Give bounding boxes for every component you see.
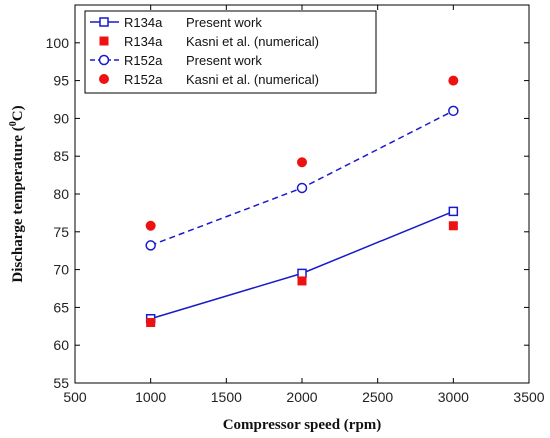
y-axis-title-main: Discharge temperature ( xyxy=(10,126,26,282)
y-tick-label: 95 xyxy=(53,73,69,89)
legend-label: R134a xyxy=(124,15,163,30)
legend-source: Present work xyxy=(186,15,262,30)
series-3 xyxy=(145,75,459,231)
y-tick-label: 85 xyxy=(53,148,69,164)
legend-entry: R152a Present work xyxy=(90,53,262,68)
y-axis-title-end: C) xyxy=(10,105,26,121)
data-point xyxy=(146,318,156,328)
legend-marker xyxy=(99,17,109,27)
y-tick-label: 80 xyxy=(53,186,69,202)
legend-marker xyxy=(99,74,109,84)
y-tick-label: 60 xyxy=(53,337,69,353)
y-tick-label: 75 xyxy=(53,224,69,240)
y-axis-title: Discharge temperature (0C) xyxy=(8,105,26,282)
data-point xyxy=(145,220,156,231)
series-layer xyxy=(145,75,459,328)
legend-source: Kasni et al. (numerical) xyxy=(186,34,319,49)
legend-label: R134a xyxy=(124,34,163,49)
legend-marker xyxy=(98,54,110,66)
legend-entry: R134a Kasni et al. (numerical) xyxy=(99,34,319,49)
y-tick-label: 100 xyxy=(46,35,70,51)
y-tick-label: 90 xyxy=(53,110,69,126)
data-point xyxy=(297,268,307,279)
data-point xyxy=(448,75,459,86)
x-tick-label: 1500 xyxy=(211,389,242,405)
legend-box xyxy=(84,10,377,94)
data-point xyxy=(448,105,459,117)
data-point xyxy=(448,206,459,217)
x-tick-label: 500 xyxy=(63,389,87,405)
data-point xyxy=(297,276,307,286)
plot-frame xyxy=(74,4,530,384)
x-tick-label: 2500 xyxy=(362,389,393,405)
legend-marker xyxy=(99,36,109,46)
legend: R134a Present work R134a Kasni et al. (nume… xyxy=(84,10,377,94)
series-2 xyxy=(145,105,459,251)
data-point xyxy=(145,240,156,251)
legend-entry: R152a Kasni et al. (numerical) xyxy=(99,72,319,87)
legend-source: Present work xyxy=(186,53,262,68)
x-tick-label: 3500 xyxy=(513,389,544,405)
data-point xyxy=(297,157,307,168)
data-point xyxy=(448,221,458,231)
x-tick-label: 3000 xyxy=(438,389,469,405)
y-tick-label: 65 xyxy=(53,299,69,315)
y-axis-title-superscript: 0 xyxy=(8,121,19,126)
data-point xyxy=(296,182,308,194)
y-tick-label: 70 xyxy=(53,262,69,278)
y-tick-label: 55 xyxy=(53,375,69,391)
x-tick-label: 1000 xyxy=(135,389,166,405)
legend-label: R152a xyxy=(124,72,163,87)
legend-entry: R134a Present work xyxy=(90,15,262,30)
legend-source: Kasni et al. (numerical) xyxy=(186,72,319,87)
x-axis-title: Compressor speed (rpm) xyxy=(223,417,382,433)
series-1 xyxy=(146,221,458,328)
x-tick-label: 2000 xyxy=(286,389,317,405)
legend-label: R152a xyxy=(124,53,163,68)
ticks-layer: 500 1000 1500 2000 2500 3000 3500 55 60 65 70 75 80 8… xyxy=(46,5,545,405)
